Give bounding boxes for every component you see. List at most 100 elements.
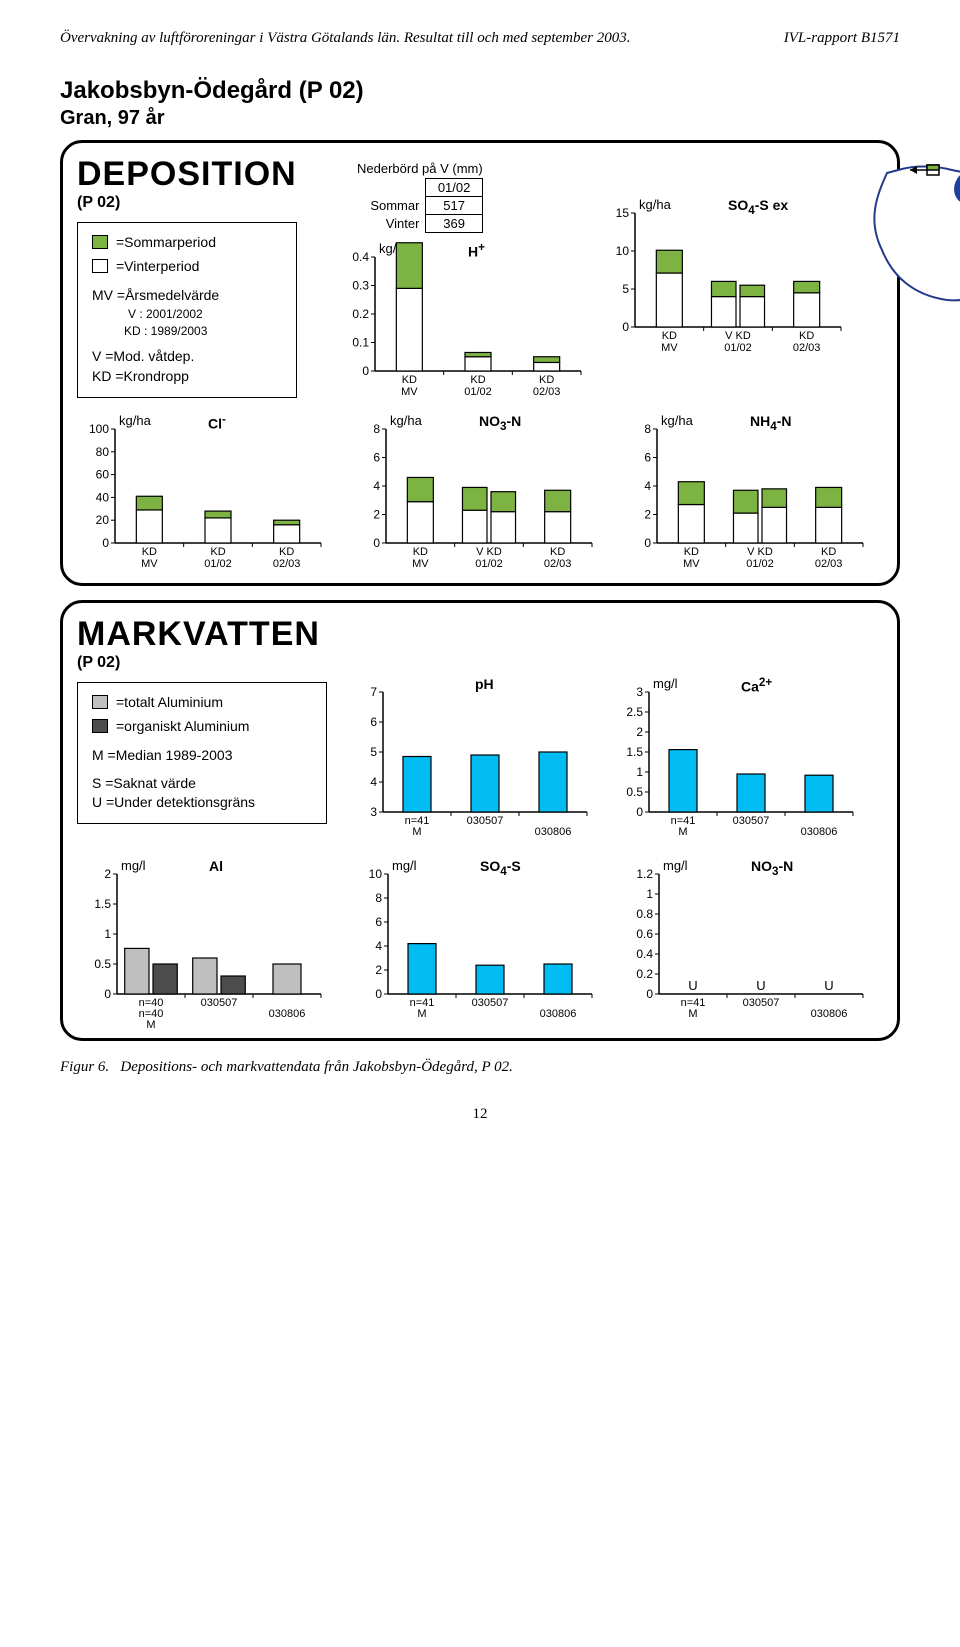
svg-text:1: 1 [646,887,653,901]
deposition-legend: =Sommarperiod =Vinterperiod MV =Årsmedel… [77,222,297,398]
svg-text:2: 2 [636,725,643,739]
svg-text:MV: MV [412,558,429,570]
svg-text:0.2: 0.2 [636,967,653,981]
chart-ca: mg/l00.511.522.53Ca2+n=41M030507030806 [609,676,859,846]
svg-text:01/02: 01/02 [475,558,503,570]
svg-text:MV: MV [401,386,418,398]
svg-text:KD: KD [821,546,836,558]
svg-text:1: 1 [636,765,643,779]
svg-text:0: 0 [102,536,109,550]
svg-text:0.2: 0.2 [352,307,369,321]
svg-text:U: U [824,978,833,993]
markvatten-legend: =totalt Aluminium =organiskt Aluminium M… [77,682,327,824]
svg-text:15: 15 [616,206,630,220]
svg-text:U: U [688,978,697,993]
svg-text:030507: 030507 [472,997,509,1009]
figure-label: Figur 6. [60,1059,109,1075]
svg-text:1.2: 1.2 [636,867,653,881]
svg-text:5: 5 [622,282,629,296]
svg-text:030806: 030806 [535,826,572,838]
page-number: 12 [60,1106,900,1123]
svg-text:0: 0 [362,364,369,378]
svg-text:M: M [678,826,687,838]
header-right: IVL-rapport B1571 [784,30,900,47]
precip-caption: Nederbörd på V (mm) [357,161,483,178]
precipitation-table: Nederbörd på V (mm) 01/02Sommar517Vinter… [357,161,483,233]
svg-text:0: 0 [636,805,643,819]
svg-text:KD: KD [142,546,157,558]
svg-text:0: 0 [622,320,629,334]
svg-text:2: 2 [104,867,111,881]
chart-ph: 34567pHn=41M030507030806 [343,676,593,846]
svg-text:4: 4 [373,479,380,493]
svg-text:01/02: 01/02 [204,558,232,570]
deposition-panel: DEPOSITION (P 02) =Sommarperiod =Vinterp… [60,140,900,586]
svg-text:4: 4 [370,775,377,789]
header-left: Övervakning av luftföroreningar i Västra… [60,30,631,47]
deposition-pcode: (P 02) [77,194,327,212]
svg-text:U: U [756,978,765,993]
svg-text:0.6: 0.6 [636,927,653,941]
svg-text:030507: 030507 [733,815,770,827]
svg-text:0: 0 [373,536,380,550]
svg-text:80: 80 [96,445,110,459]
svg-text:4: 4 [644,479,651,493]
svg-text:01/02: 01/02 [724,342,752,354]
svg-text:KD: KD [799,330,814,342]
markvatten-panel: MARKVATTEN (P 02) =totalt Aluminium =org… [60,600,900,1041]
svg-text:02/03: 02/03 [273,558,301,570]
svg-text:mg/l: mg/l [121,858,146,873]
chart-no3n: kg/ha02468NO3-NKDMVV KD01/02KD02/03 [348,413,598,573]
svg-text:10: 10 [616,244,630,258]
svg-text:mg/l: mg/l [663,858,688,873]
svg-text:KD: KD [662,330,677,342]
svg-text:100: 100 [89,422,109,436]
svg-text:mg/l: mg/l [653,676,678,691]
svg-text:02/03: 02/03 [533,386,561,398]
svg-text:MV: MV [683,558,700,570]
station-title: Jakobsbyn-Ödegård (P 02) [60,77,900,105]
chart-no3n_w: mg/l00.20.40.60.811.2NO3-NUn=41MU030507U… [619,858,869,1028]
svg-text:5: 5 [370,745,377,759]
svg-text:KD: KD [550,546,565,558]
markvatten-pcode: (P 02) [77,654,883,672]
svg-text:030806: 030806 [540,1008,577,1020]
station-subtitle: Gran, 97 år [60,107,900,130]
chart-h_plus: kg/ha00.10.20.30.4H+KDMVKD01/02KD02/03 [337,241,587,401]
svg-text:0: 0 [646,987,653,1001]
svg-text:0.4: 0.4 [636,947,653,961]
chart-nh4n: kg/ha02468NH4-NKDMVV KD01/02KD02/03 [619,413,869,573]
svg-text:030507: 030507 [467,815,504,827]
svg-text:02/03: 02/03 [793,342,821,354]
svg-text:030507: 030507 [743,997,780,1009]
svg-text:8: 8 [644,422,651,436]
svg-text:KD: KD [539,374,554,386]
svg-text:60: 60 [96,468,110,482]
figure-caption: Figur 6. Depositions- och markvattendata… [60,1059,900,1076]
svg-text:4: 4 [375,939,382,953]
svg-text:MV: MV [661,342,678,354]
svg-text:kg/ha: kg/ha [390,413,423,428]
region-map [857,155,960,310]
chart-cl: kg/ha020406080100Cl-KDMVKD01/02KD02/03 [77,413,327,573]
svg-text:0: 0 [644,536,651,550]
chart-so4s_w: mg/l0246810SO4-Sn=41M030507030806 [348,858,598,1028]
page-header: Övervakning av luftföroreningar i Västra… [60,30,900,47]
svg-text:kg/ha: kg/ha [639,197,672,212]
figure-text: Depositions- och markvattendata från Jak… [120,1059,512,1075]
svg-text:KD: KD [279,546,294,558]
svg-text:01/02: 01/02 [464,386,492,398]
svg-text:M: M [417,1008,426,1020]
svg-text:0.3: 0.3 [352,279,369,293]
svg-text:0.8: 0.8 [636,907,653,921]
svg-text:0.1: 0.1 [352,336,369,350]
svg-text:KD: KD [684,546,699,558]
svg-text:6: 6 [373,451,380,465]
svg-text:02/03: 02/03 [544,558,572,570]
svg-text:0.5: 0.5 [94,957,111,971]
svg-text:030507: 030507 [201,997,238,1009]
svg-text:V KD: V KD [725,330,751,342]
svg-text:030806: 030806 [811,1008,848,1020]
svg-text:MV: MV [141,558,158,570]
svg-text:0: 0 [104,987,111,1001]
